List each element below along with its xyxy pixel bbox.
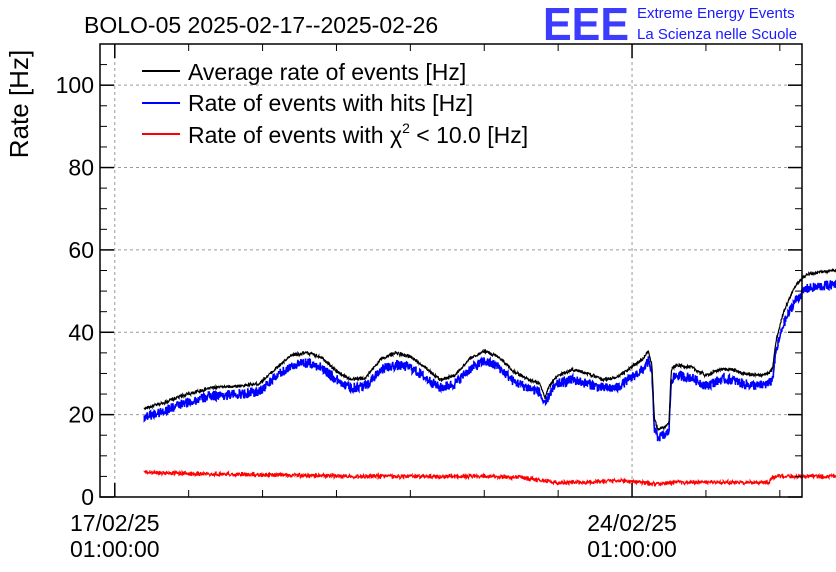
eee-logo-line2: La Scienza nelle Scuole [637,26,797,43]
series-line-hits [143,279,836,442]
y-tick-label: 20 [68,402,94,428]
y-tick-label: 60 [68,237,94,263]
x-tick-label-date: 24/02/25 [587,510,677,536]
eee-logo-letters: EEE [543,0,629,50]
chart-title: BOLO-05 2025-02-17--2025-02-26 [84,12,438,38]
legend-label-hits: Rate of events with hits [Hz] [188,90,473,116]
series-layer [143,268,836,487]
y-tick-label: 0 [81,484,94,510]
y-tick-label: 80 [68,155,94,181]
legend-label-chi2-suffix: < 10.0 [Hz] [410,122,528,148]
eee-logo: EEE Extreme Energy Events La Scienza nel… [543,0,797,50]
x-tick-label-time: 01:00:00 [587,536,677,562]
series-line-chi2 [143,469,836,487]
y-tick-label: 40 [68,319,94,345]
x-tick-label-time: 01:00:00 [70,536,160,562]
axes: 02040608010017/02/2501:00:0024/02/2501:0… [56,43,802,562]
legend-label-average: Average rate of events [Hz] [188,59,466,85]
x-tick-label-date: 17/02/25 [70,510,160,536]
eee-logo-line1: Extreme Energy Events [637,5,795,22]
legend-label-chi2-prefix: Rate of events with χ [188,122,402,148]
y-axis-label: Rate [Hz] [4,50,34,158]
grid [100,44,802,497]
legend-label-chi2: Rate of events with χ2 < 10.0 [Hz] [188,120,528,148]
series-line-average [143,268,836,431]
legend: Average rate of events [Hz] Rate of even… [142,59,528,148]
legend-label-chi2-sup: 2 [402,120,410,136]
y-tick-label: 100 [56,72,94,98]
